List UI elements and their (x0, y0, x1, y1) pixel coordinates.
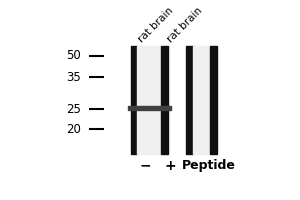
Bar (128, 106, 171, 110)
Text: +: + (164, 159, 176, 173)
Bar (210, 46, 217, 154)
Text: rat brain: rat brain (136, 5, 175, 44)
Text: 50: 50 (66, 49, 80, 62)
Text: 25: 25 (66, 103, 80, 116)
Bar (186, 46, 193, 154)
Bar (130, 46, 137, 154)
Text: 35: 35 (66, 71, 80, 84)
Bar (137, 46, 161, 154)
Text: Peptide: Peptide (182, 159, 236, 172)
Bar (193, 46, 209, 154)
Text: −: − (140, 159, 152, 173)
Text: rat brain: rat brain (165, 5, 204, 44)
Text: 20: 20 (66, 123, 80, 136)
Bar (161, 46, 168, 154)
